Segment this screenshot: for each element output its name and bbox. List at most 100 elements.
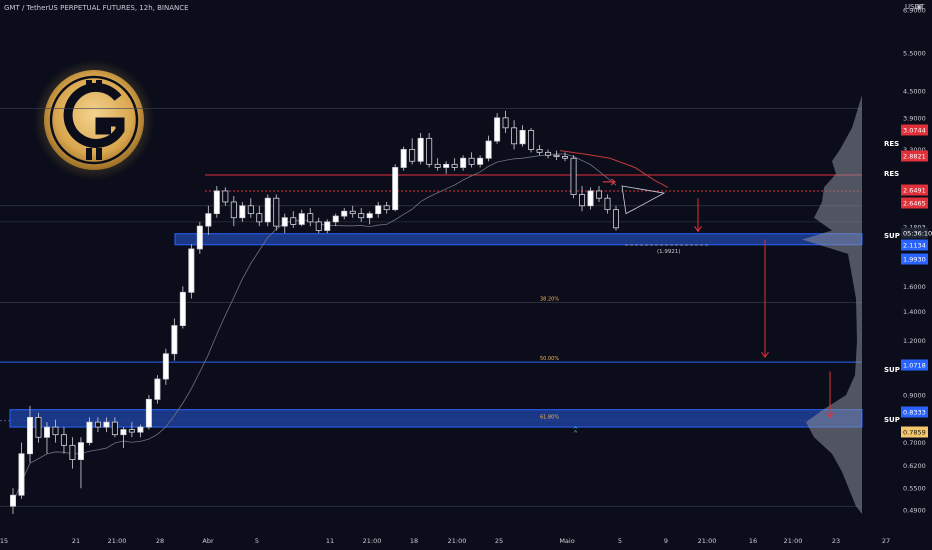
- candle-body: [69, 444, 76, 460]
- candle: [137, 424, 144, 438]
- candle: [43, 422, 50, 454]
- price-label-text: 05:36:10: [903, 230, 932, 238]
- candle-body: [77, 442, 84, 460]
- price-label: 1.9930: [901, 253, 928, 265]
- candle-body: [366, 213, 373, 219]
- candle-body: [26, 416, 33, 455]
- candle: [409, 138, 416, 165]
- x-tick-label: 9: [664, 537, 668, 545]
- candle: [256, 205, 263, 227]
- candle-body: [205, 213, 212, 227]
- candle-body: [417, 137, 424, 162]
- candle-body: [468, 157, 475, 165]
- price-label: 2.1134: [901, 239, 928, 251]
- x-tick-label: 21:00: [363, 537, 382, 545]
- price-label-box: [901, 197, 928, 209]
- candle-body: [392, 167, 399, 211]
- support-zone-lower: [9, 409, 863, 428]
- candle: [128, 422, 135, 438]
- candle-body: [137, 426, 144, 433]
- candle: [290, 211, 297, 228]
- candle: [94, 417, 101, 433]
- candle: [77, 437, 84, 489]
- price-label-box: [901, 253, 928, 265]
- y-tick-label: 1.6000: [903, 283, 926, 291]
- candle-body: [239, 205, 246, 219]
- candle-body: [324, 221, 331, 231]
- candle: [103, 417, 110, 433]
- candle: [18, 442, 25, 499]
- candle: [545, 149, 552, 159]
- fib-label: 38.20%: [540, 296, 559, 302]
- candle-body: [213, 190, 220, 215]
- target-arrow-1-head: [694, 226, 702, 233]
- x-tick-label: 16: [749, 537, 757, 545]
- candle-body: [188, 248, 195, 293]
- candle: [579, 185, 586, 212]
- level-tag: RES: [884, 140, 899, 148]
- level-tag: SUP: [884, 416, 900, 424]
- candle: [230, 195, 237, 227]
- alert-bell-icon[interactable]: ◉: [916, 3, 923, 11]
- candle-body: [443, 163, 450, 168]
- candle-body: [256, 213, 263, 223]
- y-tick-label: 3.9000: [903, 114, 926, 122]
- price-label-text: 2.1134: [903, 242, 926, 250]
- candle: [171, 318, 178, 361]
- candle-body: [477, 157, 484, 165]
- candle-body: [553, 154, 560, 157]
- candle: [273, 194, 280, 231]
- candle-body: [298, 213, 305, 225]
- candle: [205, 205, 212, 235]
- candle-body: [579, 194, 586, 207]
- candle-body: [145, 398, 152, 428]
- candle: [145, 395, 152, 430]
- candle-body: [315, 221, 322, 231]
- candle-body: [264, 197, 271, 223]
- candle-body: [426, 137, 433, 165]
- x-tick-label: 27: [882, 537, 890, 545]
- candle-body: [154, 378, 161, 400]
- candle: [154, 375, 161, 404]
- candle: [400, 146, 407, 171]
- y-tick-label: 0.7000: [903, 439, 926, 447]
- candle: [485, 135, 492, 162]
- candle: [264, 194, 271, 227]
- candle-body: [562, 156, 569, 159]
- candle-body: [111, 421, 118, 436]
- fib-label: 50.00%: [540, 356, 559, 362]
- y-tick-label: 0.6200: [903, 462, 926, 470]
- price-label-box: [901, 406, 928, 418]
- candle-body: [94, 421, 101, 428]
- x-tick-label: 11: [326, 537, 334, 545]
- candle-body: [383, 205, 390, 211]
- candle-body: [511, 127, 518, 145]
- candle: [358, 208, 365, 222]
- candle: [332, 213, 339, 227]
- x-tick-label: 21:00: [698, 537, 717, 545]
- target-arrow-3-head: [826, 412, 834, 419]
- y-tick-label: 3.3000: [903, 146, 926, 154]
- price-label: 2.6491: [901, 184, 928, 196]
- candle: [443, 161, 450, 174]
- candle: [375, 201, 382, 218]
- x-tick-label: 18: [410, 537, 418, 545]
- candle-body: [273, 197, 280, 227]
- candle-body: [52, 426, 59, 436]
- candle-body: [222, 190, 229, 203]
- candle: [426, 133, 433, 168]
- candle: [281, 213, 288, 234]
- candle-body: [247, 205, 254, 215]
- price-label: 0.7859: [901, 426, 928, 438]
- candle: [587, 187, 594, 210]
- y-tick-label: 0.4900: [903, 507, 926, 515]
- price-label-box: [901, 124, 928, 136]
- fib-label: 61.80%: [540, 415, 559, 421]
- pennant-pattern: [621, 185, 666, 215]
- candle: [460, 155, 467, 171]
- price-label: 1.0718: [901, 359, 928, 371]
- x-tick-label: Abr: [202, 537, 214, 545]
- x-tick-label: 21:00: [108, 537, 127, 545]
- candle: [162, 348, 169, 385]
